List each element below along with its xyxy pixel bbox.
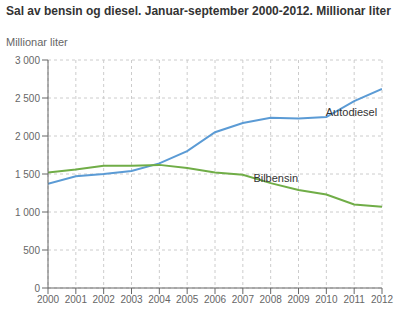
svg-text:Bilbensin: Bilbensin [253,172,298,184]
svg-text:2008: 2008 [260,294,283,305]
svg-text:1 500: 1 500 [15,169,40,180]
html-text:Millionar liter: Millionar liter [6,36,68,48]
svg-text:2000: 2000 [37,294,60,305]
svg-text:2001: 2001 [65,294,88,305]
svg-text:1 000: 1 000 [15,207,40,218]
svg-text:2002: 2002 [93,294,116,305]
svg-text:3 000: 3 000 [15,55,40,66]
svg-text:0: 0 [34,283,40,294]
svg-text:2009: 2009 [287,294,310,305]
svg-text:500: 500 [23,245,40,256]
svg-text:2011: 2011 [343,294,365,305]
svg-text:2012: 2012 [371,294,392,305]
svg-text:2006: 2006 [204,294,227,305]
html-text:Sal av bensin og diesel. Janua: Sal av bensin og diesel. Januar-septembe… [6,4,391,18]
svg-text:2 000: 2 000 [15,131,40,142]
svg-text:Autodiesel: Autodiesel [326,106,377,118]
svg-text:2003: 2003 [120,294,143,305]
svg-text:2010: 2010 [315,294,338,305]
svg-text:2007: 2007 [232,294,255,305]
svg-text:2 500: 2 500 [15,93,40,104]
svg-text:2004: 2004 [148,294,171,305]
svg-text:2005: 2005 [176,294,199,305]
